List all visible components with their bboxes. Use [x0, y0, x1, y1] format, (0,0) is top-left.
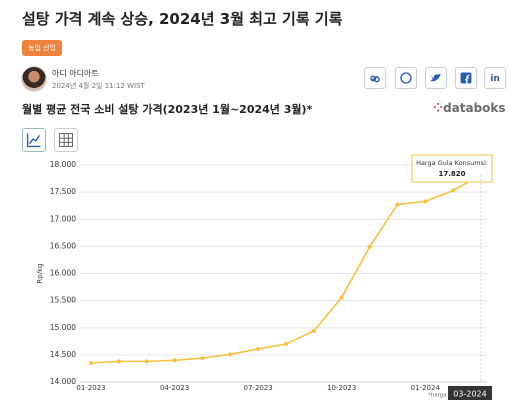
data-point: [284, 342, 288, 347]
tooltip-series-name: Harga Gula Konsumsi:: [416, 159, 488, 167]
y-axis-label: Rp/kg: [36, 263, 44, 283]
data-point: [200, 356, 205, 361]
data-point: [116, 359, 121, 364]
source-logo: ⁘databoks: [433, 101, 506, 115]
y-tick-label: 17.000: [50, 214, 76, 223]
data-point: [311, 329, 316, 334]
data-point: [395, 202, 400, 207]
author-avatar: [21, 66, 47, 92]
data-point: [172, 358, 177, 363]
data-point: [451, 188, 456, 193]
y-tick-label: 16.500: [50, 241, 76, 250]
line-view-tab[interactable]: [22, 128, 46, 152]
chart-title: 월별 평균 전국 소비 설탕 가격(2023년 1월~2024년 3월)*: [22, 103, 313, 116]
share-whatsapp[interactable]: [395, 67, 417, 89]
share-twitter[interactable]: [425, 67, 447, 89]
author-name[interactable]: 아디 아디아트: [52, 69, 99, 78]
data-point: [144, 359, 149, 364]
series-line: [90, 174, 482, 364]
x-tick-label: 01-2024: [411, 384, 441, 392]
x-tick-label: 07-2023: [244, 384, 273, 392]
tooltip-value: 17.820: [438, 170, 465, 178]
svg-text:in: in: [490, 74, 500, 84]
y-tick-label: 14.500: [50, 350, 76, 359]
share-linkedin[interactable]: in: [484, 67, 506, 89]
x-tick-label: 04-2023: [160, 384, 189, 392]
share-facebook[interactable]: [455, 67, 477, 89]
y-tick-label: 16.000: [50, 269, 76, 278]
category-tag[interactable]: 농업 산업: [22, 40, 62, 56]
x-tick-label: 10-2023: [327, 384, 356, 392]
data-point: [339, 295, 344, 300]
tooltip-box: [411, 154, 493, 183]
share-link[interactable]: [364, 67, 386, 89]
y-tick-label: 17.500: [50, 187, 76, 196]
y-tick-label: 18.000: [50, 160, 76, 169]
table-view-tab[interactable]: [54, 128, 78, 152]
data-point: [89, 361, 93, 366]
x-tick-label: 01-2023: [76, 384, 105, 392]
y-tick-label: 14.000: [50, 377, 76, 386]
source-logo-text: databoks: [443, 101, 506, 115]
x-tick-label: 03-2024: [453, 390, 486, 399]
article-title: 설탕 가격 계속 상승, 2024년 3월 최고 기록 기록: [22, 10, 343, 28]
data-point: [367, 244, 372, 249]
data-point: [228, 352, 233, 357]
y-tick-label: 15.000: [50, 323, 76, 332]
x-tick-highlight: [448, 386, 492, 400]
y-tick-label: 15.500: [50, 296, 76, 305]
data-point: [256, 346, 261, 351]
data-point: [423, 199, 428, 204]
publish-date: 2024년 4월 2일 11:12 WIST: [52, 82, 145, 90]
